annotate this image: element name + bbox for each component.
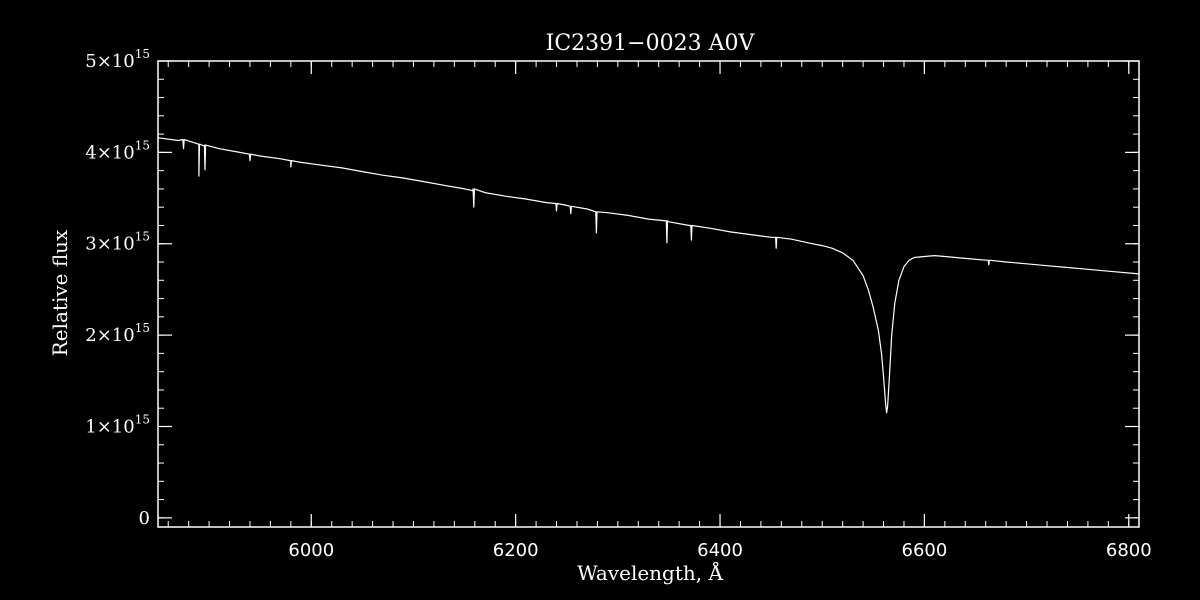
x-tick-label: 6200: [493, 540, 539, 561]
series-layer: [157, 137, 1140, 414]
y-tick-label: 2×1015: [85, 321, 150, 346]
chart-title: IC2391−0023 A0V: [546, 31, 756, 56]
y-tick-label: 3×1015: [85, 230, 150, 255]
y-tick-label: 0: [139, 508, 150, 529]
x-tick-label: 6400: [697, 540, 743, 561]
plot-frame: [157, 60, 1140, 528]
y-tick-label: 1×1015: [85, 412, 150, 437]
x-axis-label: Wavelength, Å: [577, 560, 723, 585]
y-tick-label: 5×1015: [85, 47, 150, 72]
spectrum-line: [157, 137, 1140, 414]
axis-ticks: 6000 6200 6400 6600 6800 0 1×1015 2×1015 3×1015 4…: [85, 47, 1151, 561]
x-tick-label: 6800: [1106, 540, 1152, 561]
x-tick-label: 6600: [902, 540, 948, 561]
y-tick-label: 4×1015: [85, 138, 150, 163]
x-tick-label: 6000: [288, 540, 334, 561]
y-axis-label: Relative flux: [48, 229, 72, 356]
